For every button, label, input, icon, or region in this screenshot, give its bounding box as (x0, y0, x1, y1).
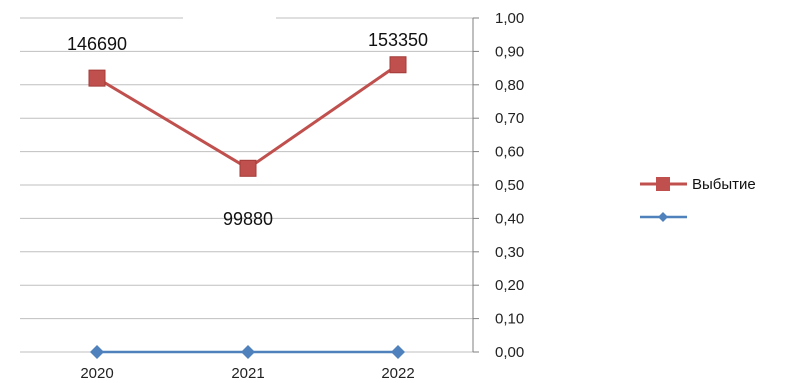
legend-label: Выбытие (692, 176, 756, 193)
legend-marker (656, 177, 670, 191)
data-label: 146690 (67, 34, 127, 54)
data-point-marker (239, 159, 257, 177)
data-point-marker (88, 69, 106, 87)
y-tick-label: 0,00 (495, 344, 524, 361)
y-tick-label: 0,80 (495, 77, 524, 94)
data-point-marker (389, 56, 407, 74)
top-gap (183, 10, 276, 26)
x-tick-label: 2022 (381, 365, 414, 382)
legend-marker (658, 212, 668, 222)
x-tick-label: 2020 (80, 365, 113, 382)
x-tick-label: 2021 (231, 365, 264, 382)
y-tick-label: 0,90 (495, 43, 524, 60)
series-line-vybytie (96, 63, 399, 171)
y-tick-label: 0,40 (495, 210, 524, 227)
data-label: 153350 (368, 30, 428, 50)
y-tick-label: 0,20 (495, 277, 524, 294)
y-tick-label: 1,00 (495, 10, 524, 27)
y-tick-label: 0,10 (495, 311, 524, 328)
data-label: 99880 (223, 209, 273, 229)
data-point-marker (241, 345, 255, 359)
data-point-marker (391, 345, 405, 359)
y-tick-label: 0,50 (495, 177, 524, 194)
data-point-marker (90, 345, 104, 359)
y-tick-label: 0,30 (495, 244, 524, 261)
y-tick-label: 0,70 (495, 110, 524, 127)
y-tick-label: 0,60 (495, 144, 524, 161)
